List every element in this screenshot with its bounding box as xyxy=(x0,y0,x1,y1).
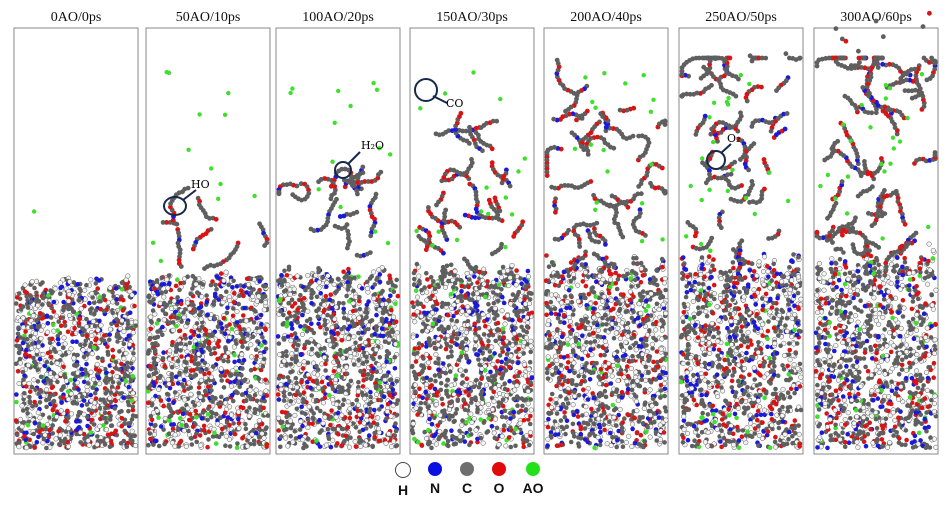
annotation-h2o-pointer xyxy=(347,151,361,165)
panel-title-2: 100AO/20ps xyxy=(302,10,374,25)
legend-dot-c xyxy=(460,462,474,476)
snapshot-panel-2 xyxy=(275,27,401,455)
panel-title-1: 50AO/10ps xyxy=(175,10,241,25)
snapshot-panel-1 xyxy=(145,27,271,455)
legend-item-h: H xyxy=(388,462,418,498)
legend-label-n: N xyxy=(429,480,441,496)
snapshot-panel-4 xyxy=(543,27,669,455)
legend-label-o: O xyxy=(493,480,505,496)
snapshot-panel-0 xyxy=(13,27,139,455)
legend-label-h: H xyxy=(397,482,409,498)
legend-dot-ao xyxy=(526,462,540,476)
annotation-ho: HO xyxy=(163,178,210,216)
annotation-h2o-circle xyxy=(334,161,352,179)
legend-dot-o xyxy=(492,462,506,476)
legend-dot-n xyxy=(428,462,442,476)
panel-title-5: 250AO/50ps xyxy=(705,10,777,25)
legend-item-o: O xyxy=(484,462,514,496)
annotation-co: CO xyxy=(414,78,463,110)
annotation-ho-pointer xyxy=(182,189,197,201)
panel-title-3: 150AO/30ps xyxy=(436,10,508,25)
annotation-o2-pointer xyxy=(720,143,732,154)
snapshot-panel-6 xyxy=(813,10,939,455)
legend: H N C O AO xyxy=(388,462,568,502)
annotation-co-circle xyxy=(414,78,438,102)
legend-item-c: C xyxy=(452,462,482,496)
legend-label-c: C xyxy=(461,480,473,496)
panel-title-0: 0AO/0ps xyxy=(50,10,102,25)
annotation-o2-circle xyxy=(706,150,726,170)
panel-title-6: 300AO/60ps xyxy=(840,10,912,25)
legend-dot-h xyxy=(395,462,411,478)
annotation-h2o: H₂O xyxy=(334,139,384,179)
annotation-ho-label: HO xyxy=(191,178,210,191)
snapshot-panel-3 xyxy=(409,27,535,455)
snapshot-frame-6 xyxy=(813,27,939,455)
annotation-ho-circle xyxy=(163,196,187,216)
annotation-o2: O₂ xyxy=(706,132,740,170)
snapshot-panel-5 xyxy=(678,27,804,455)
legend-label-ao: AO xyxy=(522,480,544,496)
annotation-co-label: CO xyxy=(446,97,463,110)
legend-item-ao: AO xyxy=(518,462,548,496)
panel-title-4: 200AO/40ps xyxy=(570,10,642,25)
annotation-h2o-label: H₂O xyxy=(361,139,384,152)
annotation-co-pointer xyxy=(432,95,448,104)
legend-item-n: N xyxy=(420,462,450,496)
simulation-snapshots: HO H₂O CO O₂ xyxy=(13,10,939,455)
annotation-o2-label: O₂ xyxy=(727,132,740,145)
